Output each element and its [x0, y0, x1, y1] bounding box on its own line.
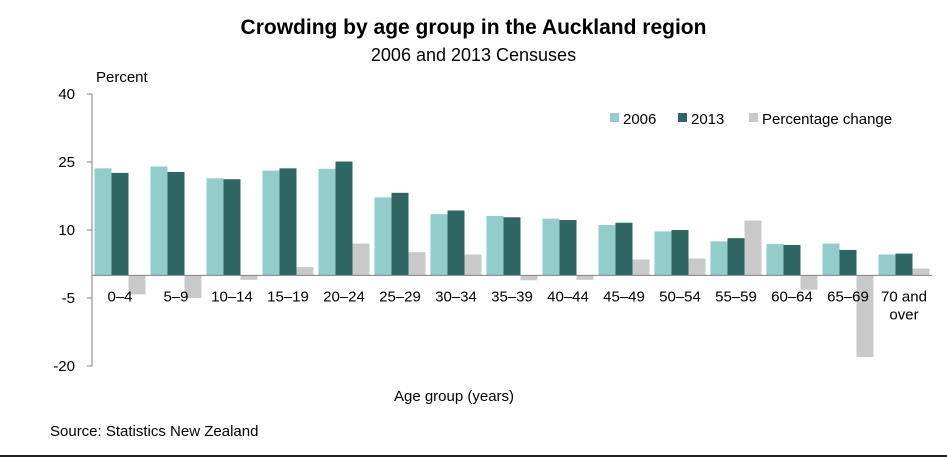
legend-swatch [749, 113, 758, 122]
bar-2006 [262, 170, 280, 276]
legend-swatch [610, 113, 619, 122]
x-tick-label: 20–24 [323, 288, 365, 305]
legend-label: 2006 [623, 111, 656, 128]
bar-2006 [486, 215, 504, 276]
x-tick-label: 70 and over [881, 288, 927, 323]
chart-subtitle: 2006 and 2013 Censuses [370, 45, 577, 65]
bar-percentage-change [352, 243, 370, 276]
x-tick-label: 45–49 [603, 288, 645, 305]
bar-2006 [598, 225, 616, 276]
source-note: Source: Statistics New Zealand [50, 423, 259, 440]
bar-2013 [783, 244, 801, 276]
axes [87, 93, 932, 367]
x-tick-label: 10–14 [211, 288, 253, 305]
bar-2013 [503, 217, 521, 276]
x-tick-label: 60–64 [771, 288, 813, 305]
bar-chart: Percent Age group (years) 40 25 10 -5 -20 0–… [53, 69, 932, 405]
x-tick-label: 55–59 [715, 288, 757, 305]
y-axis-title: Percent [96, 69, 149, 86]
bar-2006 [710, 241, 728, 276]
bar-percentage-change [856, 275, 874, 357]
legend-label: Percentage change [762, 111, 892, 128]
bar-2006 [766, 244, 784, 276]
x-axis-title: Age group (years) [394, 388, 514, 405]
bar-2006 [878, 254, 896, 276]
bar-percentage-change [464, 254, 482, 276]
x-axis-ticks: 0–4 5–9 10–14 15–19 20–24 25–29 30–34 35–39 40–4… [107, 288, 926, 323]
x-tick-label: 50–54 [659, 288, 701, 305]
bar-2013 [167, 171, 185, 276]
y-tick-label: 25 [58, 154, 75, 171]
y-tick-label: 10 [58, 222, 75, 239]
legend: 2006 2013 Percentage change [610, 111, 892, 128]
x-tick-label: 15–19 [267, 288, 309, 305]
y-tick-label: 40 [58, 86, 75, 103]
bar-2006 [206, 178, 224, 276]
bar-percentage-change [744, 220, 762, 276]
bar-2013 [447, 210, 465, 276]
bar-2013 [615, 222, 633, 276]
y-tick-label: -5 [62, 290, 75, 307]
bar-2006 [318, 168, 336, 276]
x-tick-label: 5–9 [163, 288, 188, 305]
x-tick-label: 40–44 [547, 288, 589, 305]
bar-2006 [430, 214, 448, 276]
bottom-rule [0, 455, 947, 457]
x-tick-label: 0–4 [107, 288, 132, 305]
x-tick-label: 35–39 [491, 288, 533, 305]
bar-2013 [223, 179, 241, 276]
bar-percentage-change [296, 267, 314, 276]
x-tick-line: 70 and [881, 288, 927, 305]
bar-percentage-change [240, 275, 258, 280]
bars [94, 161, 930, 357]
bar-2013 [559, 220, 577, 276]
bar-2013 [111, 172, 129, 276]
bar-2006 [654, 231, 672, 276]
y-tick-label: -20 [53, 358, 75, 375]
bar-percentage-change [128, 275, 146, 295]
y-axis-ticks: 40 25 10 -5 -20 [53, 86, 75, 375]
legend-swatch [678, 113, 687, 122]
x-tick-label: 65–69 [827, 288, 869, 305]
bar-percentage-change [632, 259, 650, 276]
bar-2013 [279, 168, 297, 276]
x-tick-label: 25–29 [379, 288, 421, 305]
bar-percentage-change [520, 275, 538, 281]
bar-percentage-change [408, 252, 426, 276]
legend-label: 2013 [691, 111, 724, 128]
bar-2006 [150, 166, 168, 276]
bar-percentage-change [800, 275, 818, 290]
bar-percentage-change [184, 275, 202, 298]
x-tick-label: 30–34 [435, 288, 477, 305]
bar-2006 [94, 168, 112, 276]
chart-title: Crowding by age group in the Auckland re… [240, 16, 707, 39]
bar-percentage-change [912, 268, 930, 276]
bar-percentage-change [688, 258, 706, 276]
bar-2006 [542, 218, 560, 276]
bar-2013 [895, 253, 913, 276]
bar-percentage-change [576, 275, 594, 280]
bar-2013 [727, 238, 745, 276]
bar-2013 [839, 249, 857, 276]
x-tick-line: over [889, 306, 918, 323]
bar-2006 [822, 243, 840, 276]
bar-2013 [335, 161, 353, 276]
bar-2013 [391, 192, 409, 276]
bar-2013 [671, 230, 689, 276]
bar-2006 [374, 197, 392, 276]
